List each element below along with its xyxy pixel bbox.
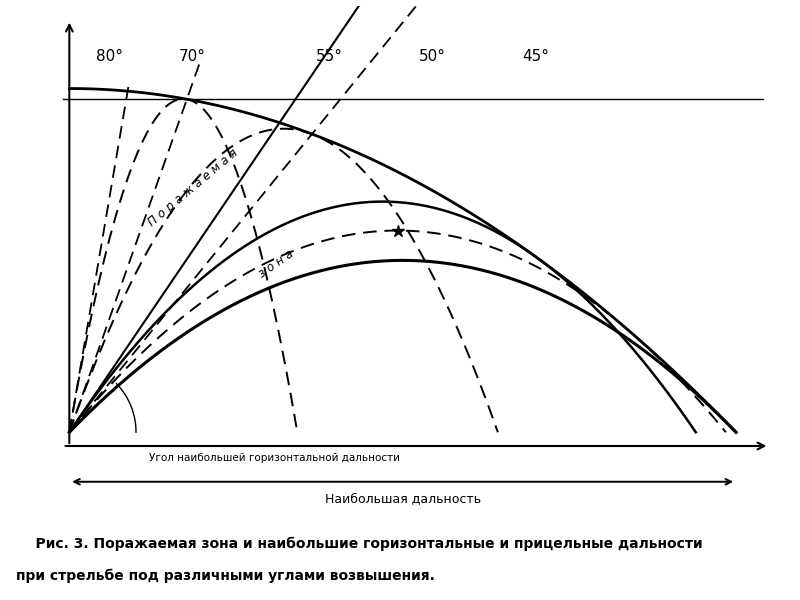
- Text: Наибольшая дальность: Наибольшая дальность: [325, 492, 481, 505]
- Text: Угол наибольшей горизонтальной дальности: Угол наибольшей горизонтальной дальности: [150, 454, 400, 463]
- Text: 45°: 45°: [522, 49, 550, 64]
- Text: П о р а ж а е м а я: П о р а ж а е м а я: [146, 147, 240, 229]
- Text: Рис. 3. Поражаемая зона и наибольшие горизонтальные и прицельные дальности: Рис. 3. Поражаемая зона и наибольшие гор…: [16, 536, 702, 551]
- Text: 55°: 55°: [316, 49, 343, 64]
- Text: при стрельбе под различными углами возвышения.: при стрельбе под различными углами возвы…: [16, 568, 435, 583]
- Text: 50°: 50°: [419, 49, 446, 64]
- Text: 70°: 70°: [179, 49, 206, 64]
- Text: 80°: 80°: [96, 49, 123, 64]
- Text: з о н а: з о н а: [256, 247, 296, 281]
